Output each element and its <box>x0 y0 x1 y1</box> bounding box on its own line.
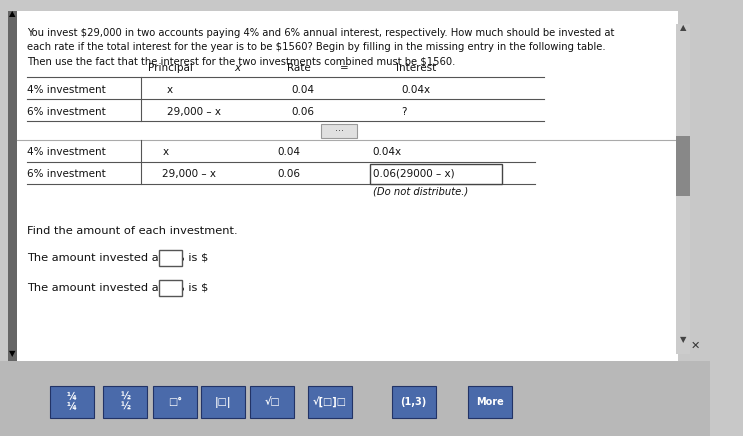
Bar <box>159 250 182 266</box>
Text: each rate if the total interest for the year is to be $1560? Begin by filling in: each rate if the total interest for the … <box>27 42 606 52</box>
Text: √[□]□: √[□]□ <box>313 396 346 408</box>
Text: =: = <box>340 63 348 73</box>
Text: (Do not distribute.): (Do not distribute.) <box>372 187 468 197</box>
Text: 4% investment: 4% investment <box>27 147 106 157</box>
Text: ✕: ✕ <box>691 341 700 351</box>
Text: x: x <box>163 147 169 157</box>
Text: Then use the fact that the interest for the two investments combined must be $15: Then use the fact that the interest for … <box>27 56 455 66</box>
Bar <box>7 11 17 361</box>
Bar <box>308 386 351 418</box>
Text: More: More <box>476 397 504 407</box>
Text: 29,000 – x: 29,000 – x <box>163 169 216 179</box>
Bar <box>468 386 512 418</box>
Text: (1,3): (1,3) <box>400 397 426 407</box>
Bar <box>676 136 690 196</box>
Bar <box>159 280 182 296</box>
Bar <box>250 386 294 418</box>
Text: 6% investment: 6% investment <box>27 107 106 117</box>
Text: The amount invested at 6% is $: The amount invested at 6% is $ <box>27 283 208 293</box>
Text: ½
½: ½ ½ <box>120 392 130 412</box>
Text: |□|: |□| <box>214 396 231 408</box>
Text: 4% investment: 4% investment <box>27 85 106 95</box>
Text: 0.06(29000 – x): 0.06(29000 – x) <box>372 169 454 179</box>
Text: You invest $29,000 in two accounts paying 4% and 6% annual interest, respectivel: You invest $29,000 in two accounts payin… <box>27 28 614 38</box>
Text: x: x <box>234 63 240 73</box>
Text: x: x <box>167 85 173 95</box>
Text: 0.04x: 0.04x <box>401 85 430 95</box>
Text: ▲: ▲ <box>9 10 16 18</box>
Text: √□: √□ <box>265 397 280 407</box>
Text: 0.04: 0.04 <box>277 147 300 157</box>
Text: 0.06: 0.06 <box>291 107 314 117</box>
Text: 6% investment: 6% investment <box>27 169 106 179</box>
Text: Rate: Rate <box>287 63 311 73</box>
Text: 29,000 – x: 29,000 – x <box>167 107 221 117</box>
Bar <box>17 11 678 361</box>
Bar <box>103 386 147 418</box>
Bar <box>370 164 502 184</box>
Bar <box>0 361 710 436</box>
Text: Interest: Interest <box>397 63 437 73</box>
Bar <box>676 24 690 354</box>
Bar <box>153 386 197 418</box>
Text: Principal: Principal <box>148 63 193 73</box>
Text: 0.04x: 0.04x <box>372 147 402 157</box>
Bar <box>392 386 435 418</box>
Text: Find the amount of each investment.: Find the amount of each investment. <box>27 226 237 236</box>
Text: ▲: ▲ <box>680 24 687 33</box>
Text: The amount invested at 4% is $: The amount invested at 4% is $ <box>27 253 208 263</box>
Text: ▼: ▼ <box>680 335 687 344</box>
Text: ?: ? <box>401 107 406 117</box>
Text: 0.06: 0.06 <box>277 169 300 179</box>
Bar <box>201 386 244 418</box>
Bar <box>50 386 94 418</box>
Text: □°: □° <box>168 397 182 407</box>
Text: ···: ··· <box>334 126 343 136</box>
Text: ¼
¼: ¼ ¼ <box>67 392 77 412</box>
Text: ▼: ▼ <box>9 350 16 358</box>
Bar <box>321 124 357 138</box>
Text: 0.04: 0.04 <box>291 85 314 95</box>
